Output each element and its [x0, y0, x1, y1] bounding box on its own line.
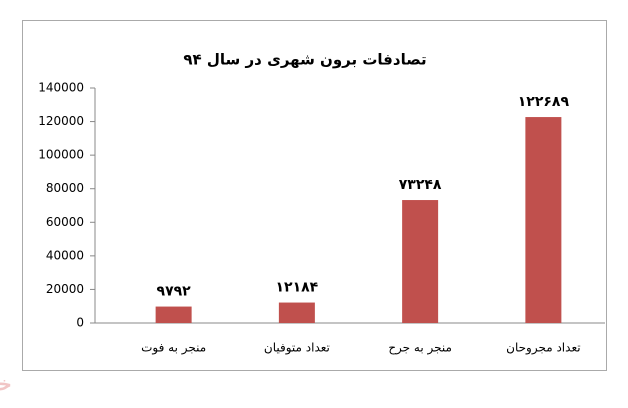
bar: [402, 200, 439, 323]
y-tick-label: 60000: [46, 215, 84, 229]
x-tick-label: تعداد مجروحان: [506, 341, 580, 356]
value-label: ۷۳۲۴۸: [399, 177, 442, 193]
x-tick-label: منجر به جرح: [388, 341, 452, 356]
y-tick-label: 0: [76, 316, 84, 330]
value-label: ۱۲۱۸۴: [276, 280, 319, 296]
value-label: ۱۲۲۶۸۹: [518, 94, 570, 110]
bar: [155, 306, 192, 323]
value-label: ۹۷۹۲: [157, 284, 192, 300]
watermark: خبرآنلاین: [0, 371, 12, 396]
y-tick-label: 20000: [46, 282, 84, 296]
y-tick-label: 140000: [38, 81, 84, 95]
chart-title: تصادفات برون شهری در سال ۹۴: [183, 51, 426, 69]
y-tick-label: 100000: [38, 148, 84, 162]
x-tick-label: تعداد متوفیان: [264, 341, 330, 356]
y-tick-label: 80000: [46, 181, 84, 195]
bar: [278, 302, 315, 323]
x-tick-label: منجر به فوت: [141, 341, 206, 356]
y-tick-label: 40000: [46, 248, 84, 262]
bar: [525, 117, 562, 324]
y-tick-label: 120000: [38, 114, 84, 128]
